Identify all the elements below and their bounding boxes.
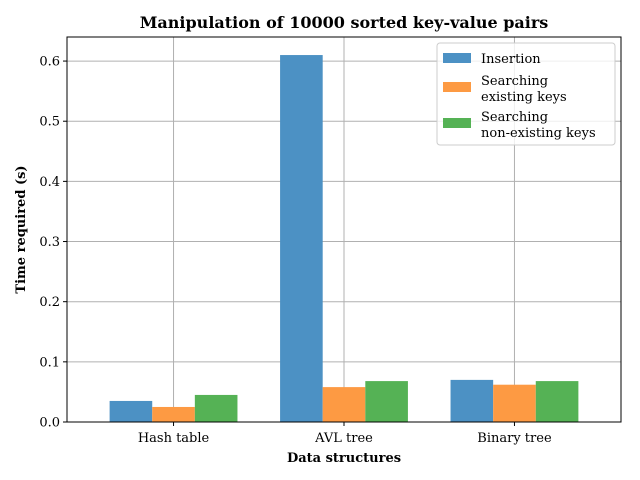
y-tick-label: 0.0 [39, 416, 60, 431]
x-tick-label: Binary tree [477, 431, 552, 446]
grid-lines [67, 37, 621, 423]
bar-2-1 [365, 381, 408, 422]
legend-label-2: Searching [481, 110, 548, 125]
y-tick-label: 0.1 [39, 355, 60, 370]
x-tick-label: AVL tree [314, 431, 373, 446]
bar-2-2 [535, 381, 579, 422]
legend-box [436, 42, 616, 146]
y-tick-label: 0.6 [39, 55, 60, 70]
legend-swatch-1 [443, 82, 471, 92]
legend-label-1: existing keys [481, 90, 567, 105]
legend-label-0: Insertion [481, 52, 541, 67]
legend-label-2: non-existing keys [481, 126, 596, 141]
bar-1-0 [152, 406, 195, 422]
bar-0-0 [109, 400, 153, 422]
chart-title: Manipulation of 10000 sorted key-value p… [140, 13, 549, 32]
bar-0-2 [450, 379, 494, 422]
x-axis-label: Data structures [287, 451, 401, 466]
y-tick-label: 0.3 [39, 235, 60, 250]
legend-label-1: Searching [481, 74, 548, 89]
y-tick-label: 0.2 [39, 295, 60, 310]
legend-swatch-0 [443, 53, 471, 63]
y-axis-ticks: 0.0 0.1 0.2 0.3 0.4 0.5 0.6 [39, 55, 67, 431]
bar-1-2 [493, 384, 536, 422]
bars [109, 55, 579, 422]
x-axis-ticks: Hash table AVL tree Binary tree [138, 422, 552, 446]
y-tick-label: 0.4 [39, 175, 60, 190]
legend-swatch-2 [443, 118, 471, 128]
y-tick-label: 0.5 [39, 115, 60, 130]
bar-1-1 [322, 387, 366, 422]
x-tick-label: Hash table [138, 431, 210, 446]
bar-0-1 [280, 55, 323, 422]
y-axis-label: Time required (s) [14, 165, 29, 293]
bar-2-0 [194, 394, 238, 422]
